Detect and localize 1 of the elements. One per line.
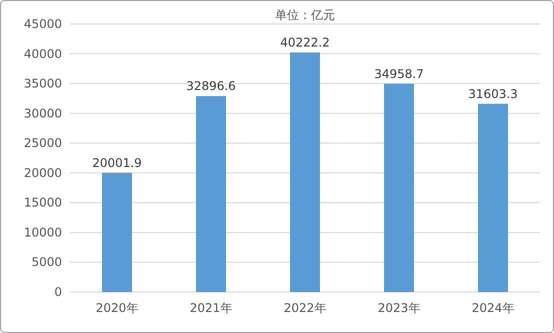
title: 单位：亿元	[275, 8, 335, 22]
